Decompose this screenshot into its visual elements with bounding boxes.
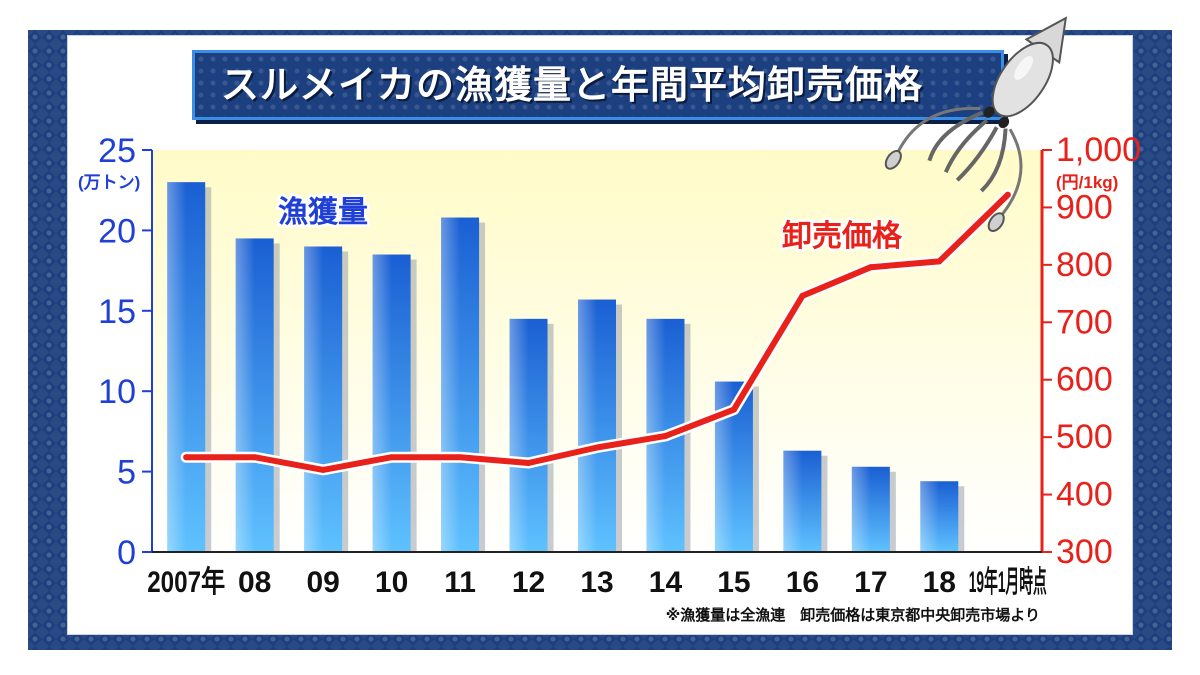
x-tick-label: 2007年 bbox=[147, 566, 225, 599]
right-tick-label: 300 bbox=[1056, 533, 1113, 571]
price-point-5 bbox=[525, 459, 532, 466]
x-tick-label: 13 bbox=[580, 566, 613, 599]
price-point-7 bbox=[662, 432, 669, 439]
right-tick-label: 400 bbox=[1056, 476, 1113, 514]
left-axis-unit: (万トン) bbox=[78, 173, 140, 192]
price-point-8 bbox=[730, 406, 737, 413]
x-tick-label: 19年1月時点 bbox=[969, 566, 1047, 599]
price-point-3 bbox=[388, 454, 395, 461]
right-tick-label: 500 bbox=[1056, 418, 1113, 456]
x-tick-label: 18 bbox=[923, 566, 956, 599]
bar-highlight bbox=[783, 450, 822, 552]
squid-icon bbox=[884, 16, 1068, 233]
right-axis-unit: (円/1kg) bbox=[1056, 173, 1118, 192]
right-tick-label: 700 bbox=[1056, 303, 1113, 341]
chart-title: スルメイカの漁獲量と年間平均卸売価格 bbox=[220, 63, 923, 107]
x-tick-label: 11 bbox=[444, 566, 476, 599]
bar-highlight bbox=[509, 318, 548, 552]
price-point-0 bbox=[183, 454, 190, 461]
x-tick-label: 09 bbox=[306, 566, 339, 599]
title-banner bbox=[192, 50, 1004, 120]
price-point-4 bbox=[457, 454, 464, 461]
x-tick-label: 16 bbox=[786, 566, 819, 599]
series-label-catch: 漁獲量 bbox=[278, 195, 368, 230]
bar-highlight bbox=[920, 481, 959, 552]
bar-highlight bbox=[235, 238, 274, 552]
bar-highlight bbox=[441, 217, 480, 552]
left-tick-label: 5 bbox=[117, 454, 136, 492]
bar-highlight bbox=[167, 182, 206, 552]
left-tick-label: 15 bbox=[98, 293, 136, 331]
left-tick-label: 0 bbox=[117, 534, 136, 572]
x-tick-label: 17 bbox=[854, 566, 887, 599]
price-point-12 bbox=[1004, 191, 1011, 198]
source-note: ※漁獲量は全漁連 卸売価格は東京都中央卸売市場より bbox=[666, 606, 1040, 624]
right-tick-label: 600 bbox=[1056, 361, 1113, 399]
left-tick-label: 10 bbox=[98, 373, 136, 411]
right-tick-label: 900 bbox=[1056, 188, 1113, 226]
price-point-11 bbox=[936, 258, 943, 265]
bar-highlight bbox=[851, 466, 890, 552]
series-label-price: 卸売価格 bbox=[782, 219, 903, 254]
left-tick-label: 25 bbox=[98, 132, 136, 170]
price-point-2 bbox=[320, 466, 327, 473]
bar-highlight bbox=[372, 254, 411, 552]
right-tick-label: 800 bbox=[1056, 246, 1113, 284]
bar-highlight bbox=[578, 299, 616, 552]
price-point-10 bbox=[867, 264, 874, 271]
x-tick-label: 10 bbox=[375, 566, 408, 599]
left-tick-label: 20 bbox=[98, 212, 136, 250]
price-point-6 bbox=[594, 444, 600, 451]
price-point-1 bbox=[251, 454, 258, 461]
price-point-9 bbox=[799, 292, 806, 299]
x-tick-label: 08 bbox=[238, 566, 271, 599]
x-tick-label: 15 bbox=[717, 566, 750, 599]
x-tick-label: 12 bbox=[512, 566, 545, 599]
right-tick-label: 1,000 bbox=[1056, 131, 1141, 169]
x-tick-label: 14 bbox=[649, 566, 683, 599]
bar-highlight bbox=[304, 246, 343, 553]
